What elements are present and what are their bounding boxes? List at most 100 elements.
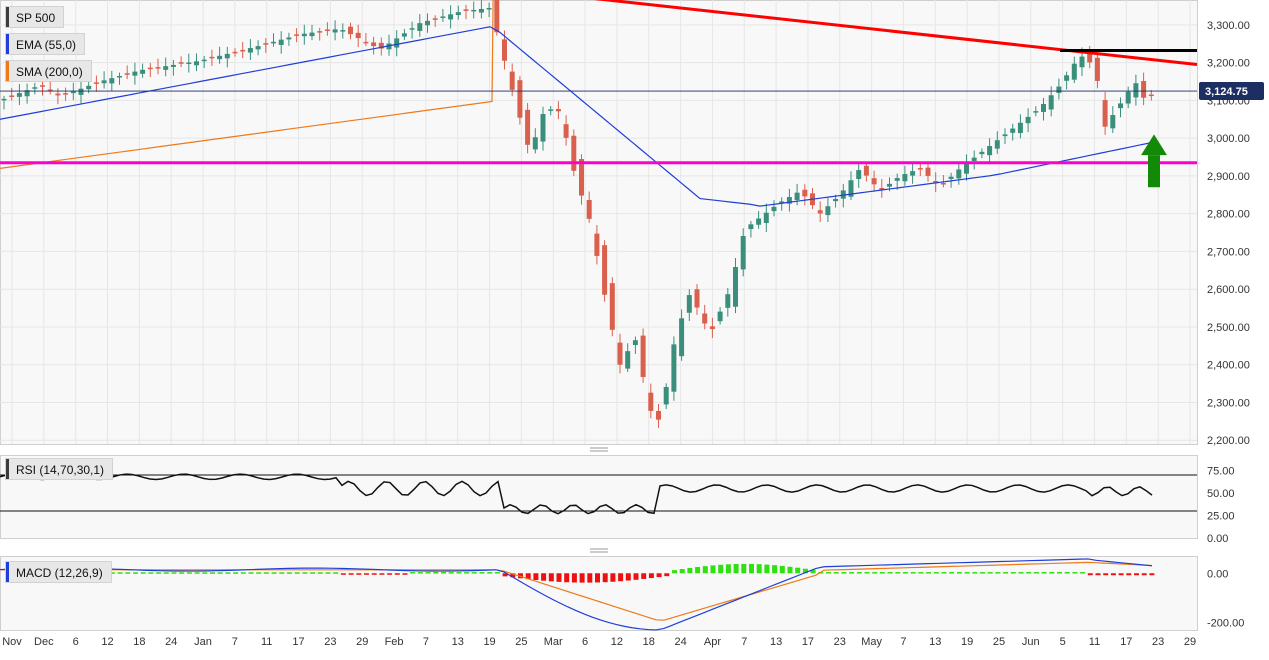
macd-histogram-bar: [487, 572, 493, 574]
macd-histogram-bar: [317, 572, 323, 574]
candle-body: [709, 326, 715, 330]
macd-histogram-bar: [710, 565, 716, 574]
candle-body: [771, 206, 777, 212]
candle-body: [294, 34, 300, 36]
candle-body: [717, 311, 723, 322]
macd-histogram-bar: [618, 573, 624, 582]
macd-histogram-bar: [387, 573, 393, 575]
price-tick-label: 3,300.00: [1207, 20, 1250, 32]
macd-histogram-bar: [494, 572, 500, 574]
instrument-tag[interactable]: SP 500: [5, 6, 65, 28]
macd-histogram-bar: [872, 572, 878, 574]
macd-histogram-bar: [240, 572, 246, 574]
price-tick-label: 2,300.00: [1207, 397, 1250, 409]
macd-histogram-bar: [856, 572, 862, 574]
candle-body: [178, 62, 184, 64]
candle-body: [856, 170, 862, 179]
candle-body: [902, 174, 908, 182]
candle-body: [163, 66, 169, 70]
candle-body: [563, 124, 569, 138]
macd-histogram-bar: [417, 572, 423, 574]
candle-body: [317, 31, 323, 33]
macd-tick-label: 0.00: [1207, 568, 1228, 580]
macd-histogram-bar: [464, 572, 470, 574]
time-tick-label: 6: [582, 636, 588, 648]
macd-histogram-bar: [348, 573, 354, 575]
time-tick-label: 17: [802, 636, 814, 648]
candle-body: [417, 23, 423, 31]
candle-body: [656, 410, 661, 420]
candle-body: [733, 267, 738, 307]
candle-body: [571, 135, 577, 171]
candle-body: [1002, 134, 1008, 137]
ema-tag[interactable]: EMA (55,0): [5, 33, 86, 55]
time-tick-label: 13: [929, 636, 941, 648]
macd-histogram-bar: [525, 573, 531, 580]
candle-body: [579, 159, 584, 196]
macd-histogram-bar: [933, 572, 939, 574]
macd-histogram-bar: [926, 572, 932, 574]
rsi-tag[interactable]: RSI (14,70,30,1): [5, 458, 114, 480]
macd-histogram-bar: [995, 572, 1001, 574]
time-tick-label: 19: [483, 636, 495, 648]
macd-histogram-bar: [1072, 572, 1078, 574]
candle-body: [779, 201, 785, 203]
candle-body: [964, 163, 969, 174]
candle-body: [609, 283, 615, 330]
candle-body: [825, 206, 831, 216]
candle-body: [301, 33, 307, 37]
macd-histogram-bar: [371, 573, 377, 575]
candle-body: [278, 39, 284, 45]
macd-histogram-bar: [556, 573, 562, 582]
candle-body: [394, 38, 400, 48]
candle-body: [594, 233, 600, 256]
macd-tag[interactable]: MACD (12,26,9): [5, 561, 112, 583]
price-tick-label: 2,500.00: [1207, 322, 1250, 334]
candle-body: [871, 178, 877, 185]
candle-body: [1025, 116, 1031, 124]
macd-histogram-bar: [941, 572, 947, 574]
candle-body: [1071, 63, 1077, 80]
macd-histogram-bar: [510, 573, 516, 578]
candle-body: [586, 199, 592, 219]
candle-body: [147, 67, 153, 70]
candle-body: [632, 340, 638, 346]
time-tick-label: 17: [292, 636, 304, 648]
candle-body: [286, 37, 292, 40]
rsi-tick-label: 0.00: [1207, 533, 1228, 545]
up-arrow-head: [1141, 134, 1167, 156]
candle-body: [217, 55, 223, 60]
candle-body: [363, 41, 369, 44]
candle-body: [471, 9, 477, 12]
rsi-tick-label: 75.00: [1207, 466, 1235, 478]
rsi-line: [0, 473, 1153, 515]
macd-histogram-bar: [656, 573, 662, 578]
macd-histogram-bar: [148, 572, 154, 574]
ema-label: EMA (55,0): [16, 38, 77, 52]
macd-histogram-bar: [1149, 573, 1155, 576]
candle-body: [478, 8, 484, 13]
macd-histogram-bar: [302, 572, 308, 574]
macd-histogram-bar: [625, 573, 631, 581]
candle-body: [679, 318, 685, 357]
sma-label: SMA (200,0): [16, 65, 83, 79]
candle-body: [324, 29, 330, 31]
macd-histogram-bar: [194, 572, 200, 574]
macd-histogram-bar: [271, 572, 277, 574]
candle-body: [194, 61, 199, 66]
time-tick-label: 12: [101, 636, 113, 648]
candle-body: [271, 41, 276, 44]
macd-histogram-bar: [918, 572, 924, 574]
time-tick-label: 29: [1184, 636, 1196, 648]
candle-body: [340, 30, 346, 32]
candle-body: [155, 67, 161, 69]
candle-body: [1102, 100, 1108, 127]
candle-body: [348, 26, 353, 35]
candle-body: [93, 82, 99, 84]
macd-histogram-bar: [248, 572, 254, 574]
price-tick-label: 2,700.00: [1207, 246, 1250, 258]
sma-tag[interactable]: SMA (200,0): [5, 60, 92, 82]
macd-histogram-bar: [1126, 573, 1132, 576]
candle-body: [55, 93, 61, 96]
